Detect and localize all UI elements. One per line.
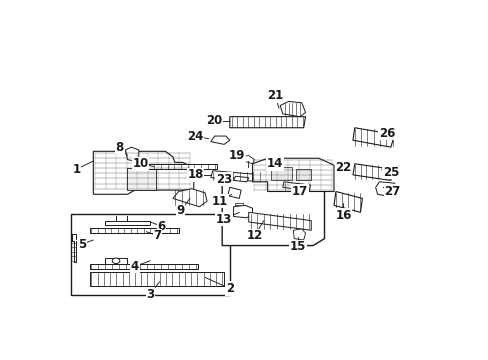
Text: 9: 9	[176, 204, 184, 217]
Polygon shape	[242, 156, 254, 164]
Text: 5: 5	[78, 238, 86, 251]
Text: 10: 10	[132, 157, 148, 170]
Polygon shape	[352, 128, 394, 147]
Polygon shape	[293, 229, 305, 240]
Text: 12: 12	[246, 229, 262, 242]
Polygon shape	[352, 164, 392, 180]
Polygon shape	[227, 187, 241, 198]
Polygon shape	[173, 189, 206, 207]
Polygon shape	[271, 167, 292, 180]
Polygon shape	[252, 158, 333, 192]
Polygon shape	[104, 258, 127, 264]
Text: 3: 3	[146, 288, 154, 301]
Text: 18: 18	[187, 168, 203, 181]
Polygon shape	[235, 203, 243, 205]
Text: 24: 24	[187, 130, 203, 143]
Text: 2: 2	[225, 282, 233, 295]
FancyBboxPatch shape	[70, 214, 229, 296]
Circle shape	[112, 258, 120, 264]
Polygon shape	[233, 176, 248, 182]
Text: 4: 4	[131, 260, 139, 273]
Polygon shape	[125, 147, 139, 161]
Text: 6: 6	[157, 220, 165, 233]
Text: 1: 1	[72, 163, 80, 176]
Text: 22: 22	[335, 161, 351, 175]
Text: 16: 16	[335, 208, 351, 221]
Polygon shape	[296, 169, 311, 180]
Text: 15: 15	[289, 240, 305, 253]
Text: 7: 7	[153, 229, 162, 242]
Polygon shape	[229, 117, 305, 128]
Polygon shape	[93, 151, 193, 194]
Text: 21: 21	[266, 89, 283, 102]
Polygon shape	[375, 182, 396, 197]
Polygon shape	[333, 192, 362, 212]
Polygon shape	[233, 205, 252, 218]
Text: 11: 11	[212, 195, 228, 208]
Polygon shape	[89, 228, 178, 233]
Text: 19: 19	[229, 149, 245, 162]
Text: 14: 14	[266, 157, 283, 170]
Text: 13: 13	[216, 213, 232, 226]
Polygon shape	[248, 212, 311, 230]
Polygon shape	[139, 164, 216, 169]
Polygon shape	[89, 264, 197, 269]
Polygon shape	[280, 102, 305, 117]
Text: 17: 17	[291, 185, 307, 198]
Polygon shape	[89, 272, 224, 286]
Polygon shape	[127, 168, 156, 190]
Polygon shape	[104, 221, 150, 225]
Polygon shape	[222, 179, 324, 246]
Text: 25: 25	[382, 166, 398, 179]
Text: 8: 8	[116, 141, 124, 154]
Polygon shape	[210, 171, 262, 182]
Polygon shape	[338, 162, 350, 168]
Polygon shape	[282, 182, 310, 191]
Text: 23: 23	[216, 172, 232, 185]
Polygon shape	[210, 136, 229, 144]
Text: 26: 26	[378, 127, 394, 140]
Polygon shape	[72, 234, 85, 262]
Text: 20: 20	[206, 114, 222, 127]
Text: 27: 27	[384, 185, 400, 198]
